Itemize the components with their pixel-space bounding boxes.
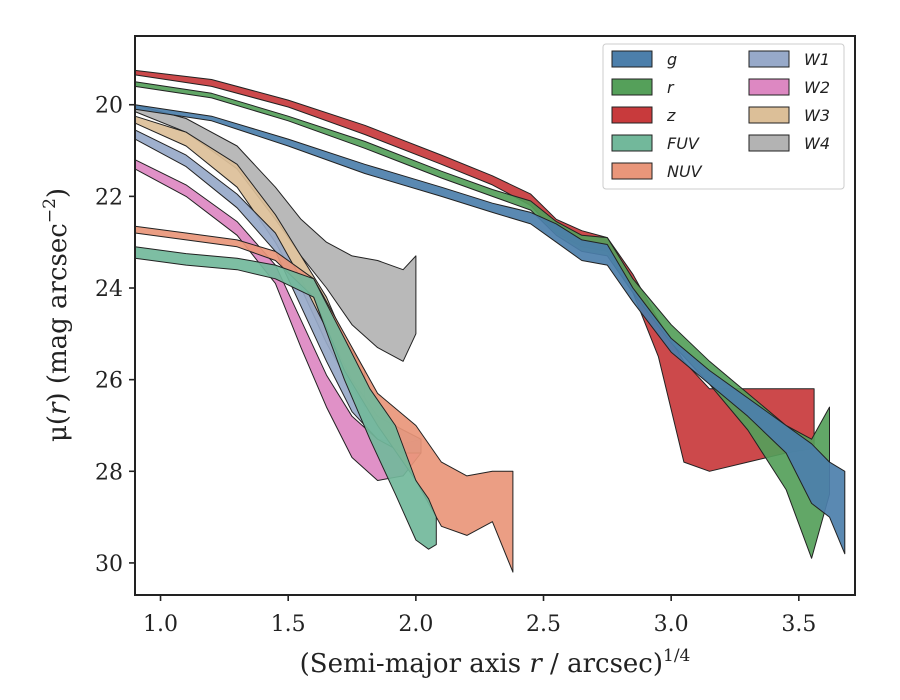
x-tick-label: 2.0 xyxy=(398,612,433,637)
y-tick-label: 20 xyxy=(95,94,123,119)
legend-label-w4: W4 xyxy=(804,134,830,153)
y-tick-label: 28 xyxy=(95,460,123,485)
x-tick-label: 2.5 xyxy=(526,612,561,637)
band-fuv xyxy=(134,246,437,550)
y-tick-label: 26 xyxy=(95,369,123,394)
legend-label-w3: W3 xyxy=(804,106,830,125)
band-g xyxy=(134,104,846,555)
legend-swatch-z xyxy=(611,106,653,124)
legend-swatch-nuv xyxy=(611,162,653,180)
legend-swatch-w3 xyxy=(748,106,790,124)
legend-label-fuv: FUV xyxy=(667,134,700,153)
y-tick-label: 30 xyxy=(95,552,123,577)
x-axis-ticks: 1.0 1.5 2.0 2.5 3.0 3.5 xyxy=(143,595,816,637)
legend-swatch-w1 xyxy=(748,50,790,68)
y-tick-label: 24 xyxy=(95,277,123,302)
legend-swatch-g xyxy=(611,50,653,68)
profile-bands xyxy=(134,69,846,573)
legend-swatch-r xyxy=(611,78,653,96)
legend-label-r: r xyxy=(667,78,675,97)
y-axis-label: μ(r) (mag arcsec−2) xyxy=(40,188,73,442)
x-tick-label: 3.0 xyxy=(654,612,689,637)
legend: grz FUV NUV W1 W2 W3 W4 xyxy=(602,43,845,190)
legend-swatch-w2 xyxy=(748,78,790,96)
x-tick-label: 1.5 xyxy=(271,612,306,637)
plot-frame xyxy=(134,35,856,596)
x-tick-label: 1.0 xyxy=(143,612,178,637)
y-axis-ticks: 20 22 24 26 28 30 xyxy=(95,94,135,577)
legend-label-w2: W2 xyxy=(804,78,830,97)
legend-label-w1: W1 xyxy=(804,50,830,69)
y-tick-label: 22 xyxy=(95,185,123,210)
legend-label-z: z xyxy=(666,106,676,125)
legend-label-g: g xyxy=(667,50,677,69)
legend-swatch-w4 xyxy=(748,134,790,152)
legend-swatch-fuv xyxy=(611,134,653,152)
x-tick-label: 3.5 xyxy=(781,612,816,637)
x-axis-label: (Semi-major axis r / arcsec)1/4 xyxy=(300,646,691,679)
legend-label-nuv: NUV xyxy=(667,162,703,181)
